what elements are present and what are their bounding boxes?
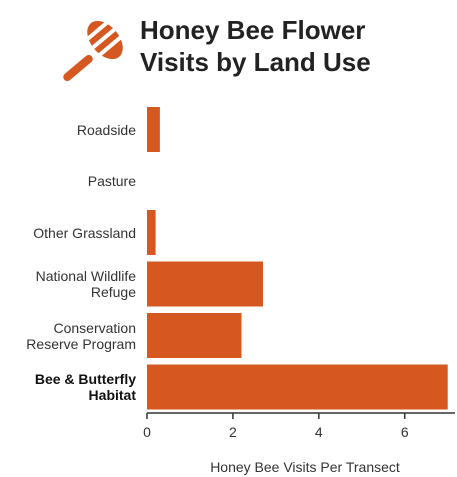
x-tick-label: 2 [229,424,237,440]
bar [147,313,242,358]
y-tick-label: Pasture [87,173,136,189]
chart-title: Honey Bee Flower Visits by Land Use [140,15,371,77]
y-tick-label: Bee & Butterfly Habitat [34,371,136,403]
y-tick-label: National Wildlife Refuge [35,268,136,300]
bar [147,210,156,255]
x-tick-label: 0 [143,424,151,440]
x-axis-title: Honey Bee Visits Per Transect [210,459,400,475]
honey-dipper-icon [63,18,125,81]
x-tick-label: 6 [401,424,409,440]
y-tick-label: Other Grassland [33,224,136,241]
x-tick-label: 4 [315,424,323,440]
bar [147,261,263,307]
bar [147,107,160,152]
y-tick-label: Conservation Reserve Program [26,319,136,352]
y-tick-label: Roadside [76,121,136,138]
bar [147,364,448,410]
